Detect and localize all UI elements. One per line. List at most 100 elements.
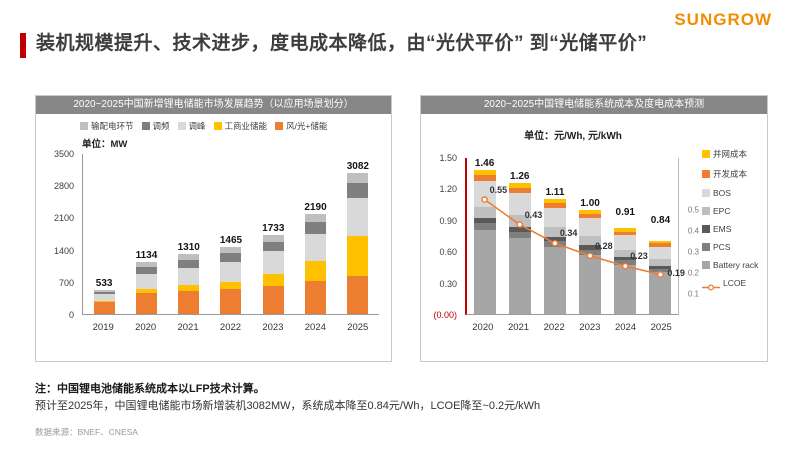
bar-stack [347,173,369,314]
bar-segment-freq-regulation [220,253,242,262]
bar-stack [614,219,637,314]
bar-total-label: 0.91 [615,207,635,219]
y-tick-label: 3500 [53,149,74,159]
lcoe-value-label: 0.23 [630,251,648,262]
bar-segment-battery-rack [649,272,672,314]
bar-segment-wind-solar-storage [347,276,369,314]
bar-segment-transmission [93,289,115,292]
bar-segment-ci-storage [262,274,284,286]
legend-item-bos: BOS [702,188,764,198]
bar-total-label: 533 [95,277,113,289]
bar-segment-wind-solar-storage [262,285,284,314]
legend-label: 开发成本 [713,169,748,179]
legend-item-grid-cost: 并网成本 [702,148,764,160]
bar-column-2025: 3082 [337,154,379,314]
lcoe-line-icon [702,279,720,291]
lcoe-value-label: 0.28 [595,240,613,251]
bar-segment-transmission [135,262,157,268]
x-tick-label: 2023 [262,322,284,333]
bar-segment-freq-regulation [262,242,284,252]
bar-segment-freq-regulation [305,222,327,234]
bar-stack [262,234,284,314]
x-axis-cost-forecast: 2020 2021 2022 2023 2024 2025 [465,322,679,333]
bar-total-label: 1.46 [474,158,495,169]
bar-stack [135,262,157,314]
data-source: 数据来源：BNEF、CNESA [35,427,138,437]
bar-column-2022: 1465 [210,154,252,314]
legend-item-peak-shaving: 调峰 [177,120,206,132]
bar-segment-grid-cost [473,170,496,175]
bar-segment-wind-solar-storage [135,293,157,314]
bar-segment-freq-regulation [135,267,157,275]
x-tick-label: 2020 [135,322,157,333]
footnote-lfp: 注：中国锂电池储能系统成本以LFP技术计算。 [35,383,265,395]
y-tick-label: 0.90 [439,215,457,226]
legend-item-pcs: PCS [702,242,764,252]
x-axis-market-trend: 2019 2020 2021 2022 2023 2024 2025 [82,322,379,333]
bar-segment-battery-rack [579,254,602,314]
y-tick-label: 0 [68,310,74,320]
lcoe-value-label: 0.43 [524,209,543,220]
bar-segment-peak-shaving [305,233,327,261]
bar-segment-battery-rack [543,247,566,314]
bar-column-2024: 2190 [294,154,336,314]
legend-item-transmission: 输配电环节 [80,120,134,132]
legend-swatch-battery-rack [702,261,710,269]
legend-label: 调峰 [188,121,206,131]
x-tick-label: 2021 [177,322,199,333]
bar-total-label: 2190 [304,201,327,213]
legend-label: PCS [713,242,731,252]
bar-total-label: 1733 [262,222,285,234]
bar-stack [543,198,566,314]
legend-label: BOS [713,188,731,198]
bar-segment-ci-storage [305,260,327,281]
x-tick-label: 2022 [219,322,242,333]
y-tick-label: 2800 [53,181,74,192]
x-tick-label: 2025 [650,322,672,333]
bar-segment-battery-rack [614,264,637,314]
bar-segment-battery-rack [508,238,531,314]
x-tick-label: 2025 [347,322,369,333]
bar-stack [220,247,242,314]
bar-segment-ci-storage [178,285,200,292]
legend-swatch-peak-shaving [177,122,186,130]
y-axis-market-trend: 3500 2800 2100 1400 700 0 [40,149,78,320]
bar-segment-wind-solar-storage [220,289,242,314]
legend-item-ci-storage: 工商业储能 [213,120,267,132]
bar-stack [508,182,531,314]
legend-swatch-wind-solar-storage [275,122,284,130]
legend-item-wind-solar-storage: 风/光+储能 [275,120,327,132]
chart-title-market-trend: 2020~2025中国新增锂电储能市场发展趋势（以应用场景划分） [36,96,391,114]
legend-label: Battery rack [713,260,759,270]
chart-panel-cost-forecast: 2020~2025中国锂电储能系统成本及度电成本预测 单位：元/Wh, 元/kW… [420,95,768,362]
legend-swatch-ems [702,225,710,233]
legend-label: 输配电环节 [91,121,134,131]
bar-total-label: 1.26 [510,170,530,182]
legend-label: EPC [713,206,731,216]
y-tick-label: 1400 [53,245,74,256]
y-tick-label: 0.1 [687,289,699,299]
legend-swatch-bos [702,189,710,197]
page-title: 装机规模提升、技术进步，度电成本降低，由“光伏平价” 到“光储平价” [36,33,648,54]
bar-segment-transmission [178,254,200,261]
bar-segment-transmission [347,173,369,184]
bar-stack [305,213,327,314]
chart-panel-market-trend: 2020~2025中国新增锂电储能市场发展趋势（以应用场景划分） 输配电环节 调频… [35,95,392,362]
bar-segment-peak-shaving [93,294,115,301]
x-tick-label: 2022 [543,322,565,333]
bar-column-2020: 1.46 [467,158,502,314]
sungrow-logo: SUNGROW [674,10,772,29]
chart-body-cost-forecast: 单位：元/Wh, 元/kWh 1.50 1.20 0.90 0.60 0.30 (0.00… [421,114,767,343]
bar-stack [93,289,115,314]
bar-total-label: 1310 [177,242,200,254]
legend-label: 调频 [152,121,170,131]
bar-segment-freq-regulation [347,183,369,199]
bar-segment-epc [473,206,496,219]
title-accent-bar [20,33,26,58]
y-tick-label: 0.60 [439,247,457,258]
y-tick-label: 1.50 [439,153,457,163]
legend-swatch-ci-storage [213,122,222,130]
bar-segment-ci-storage [93,300,115,303]
bar-total-label: 1465 [219,235,243,247]
